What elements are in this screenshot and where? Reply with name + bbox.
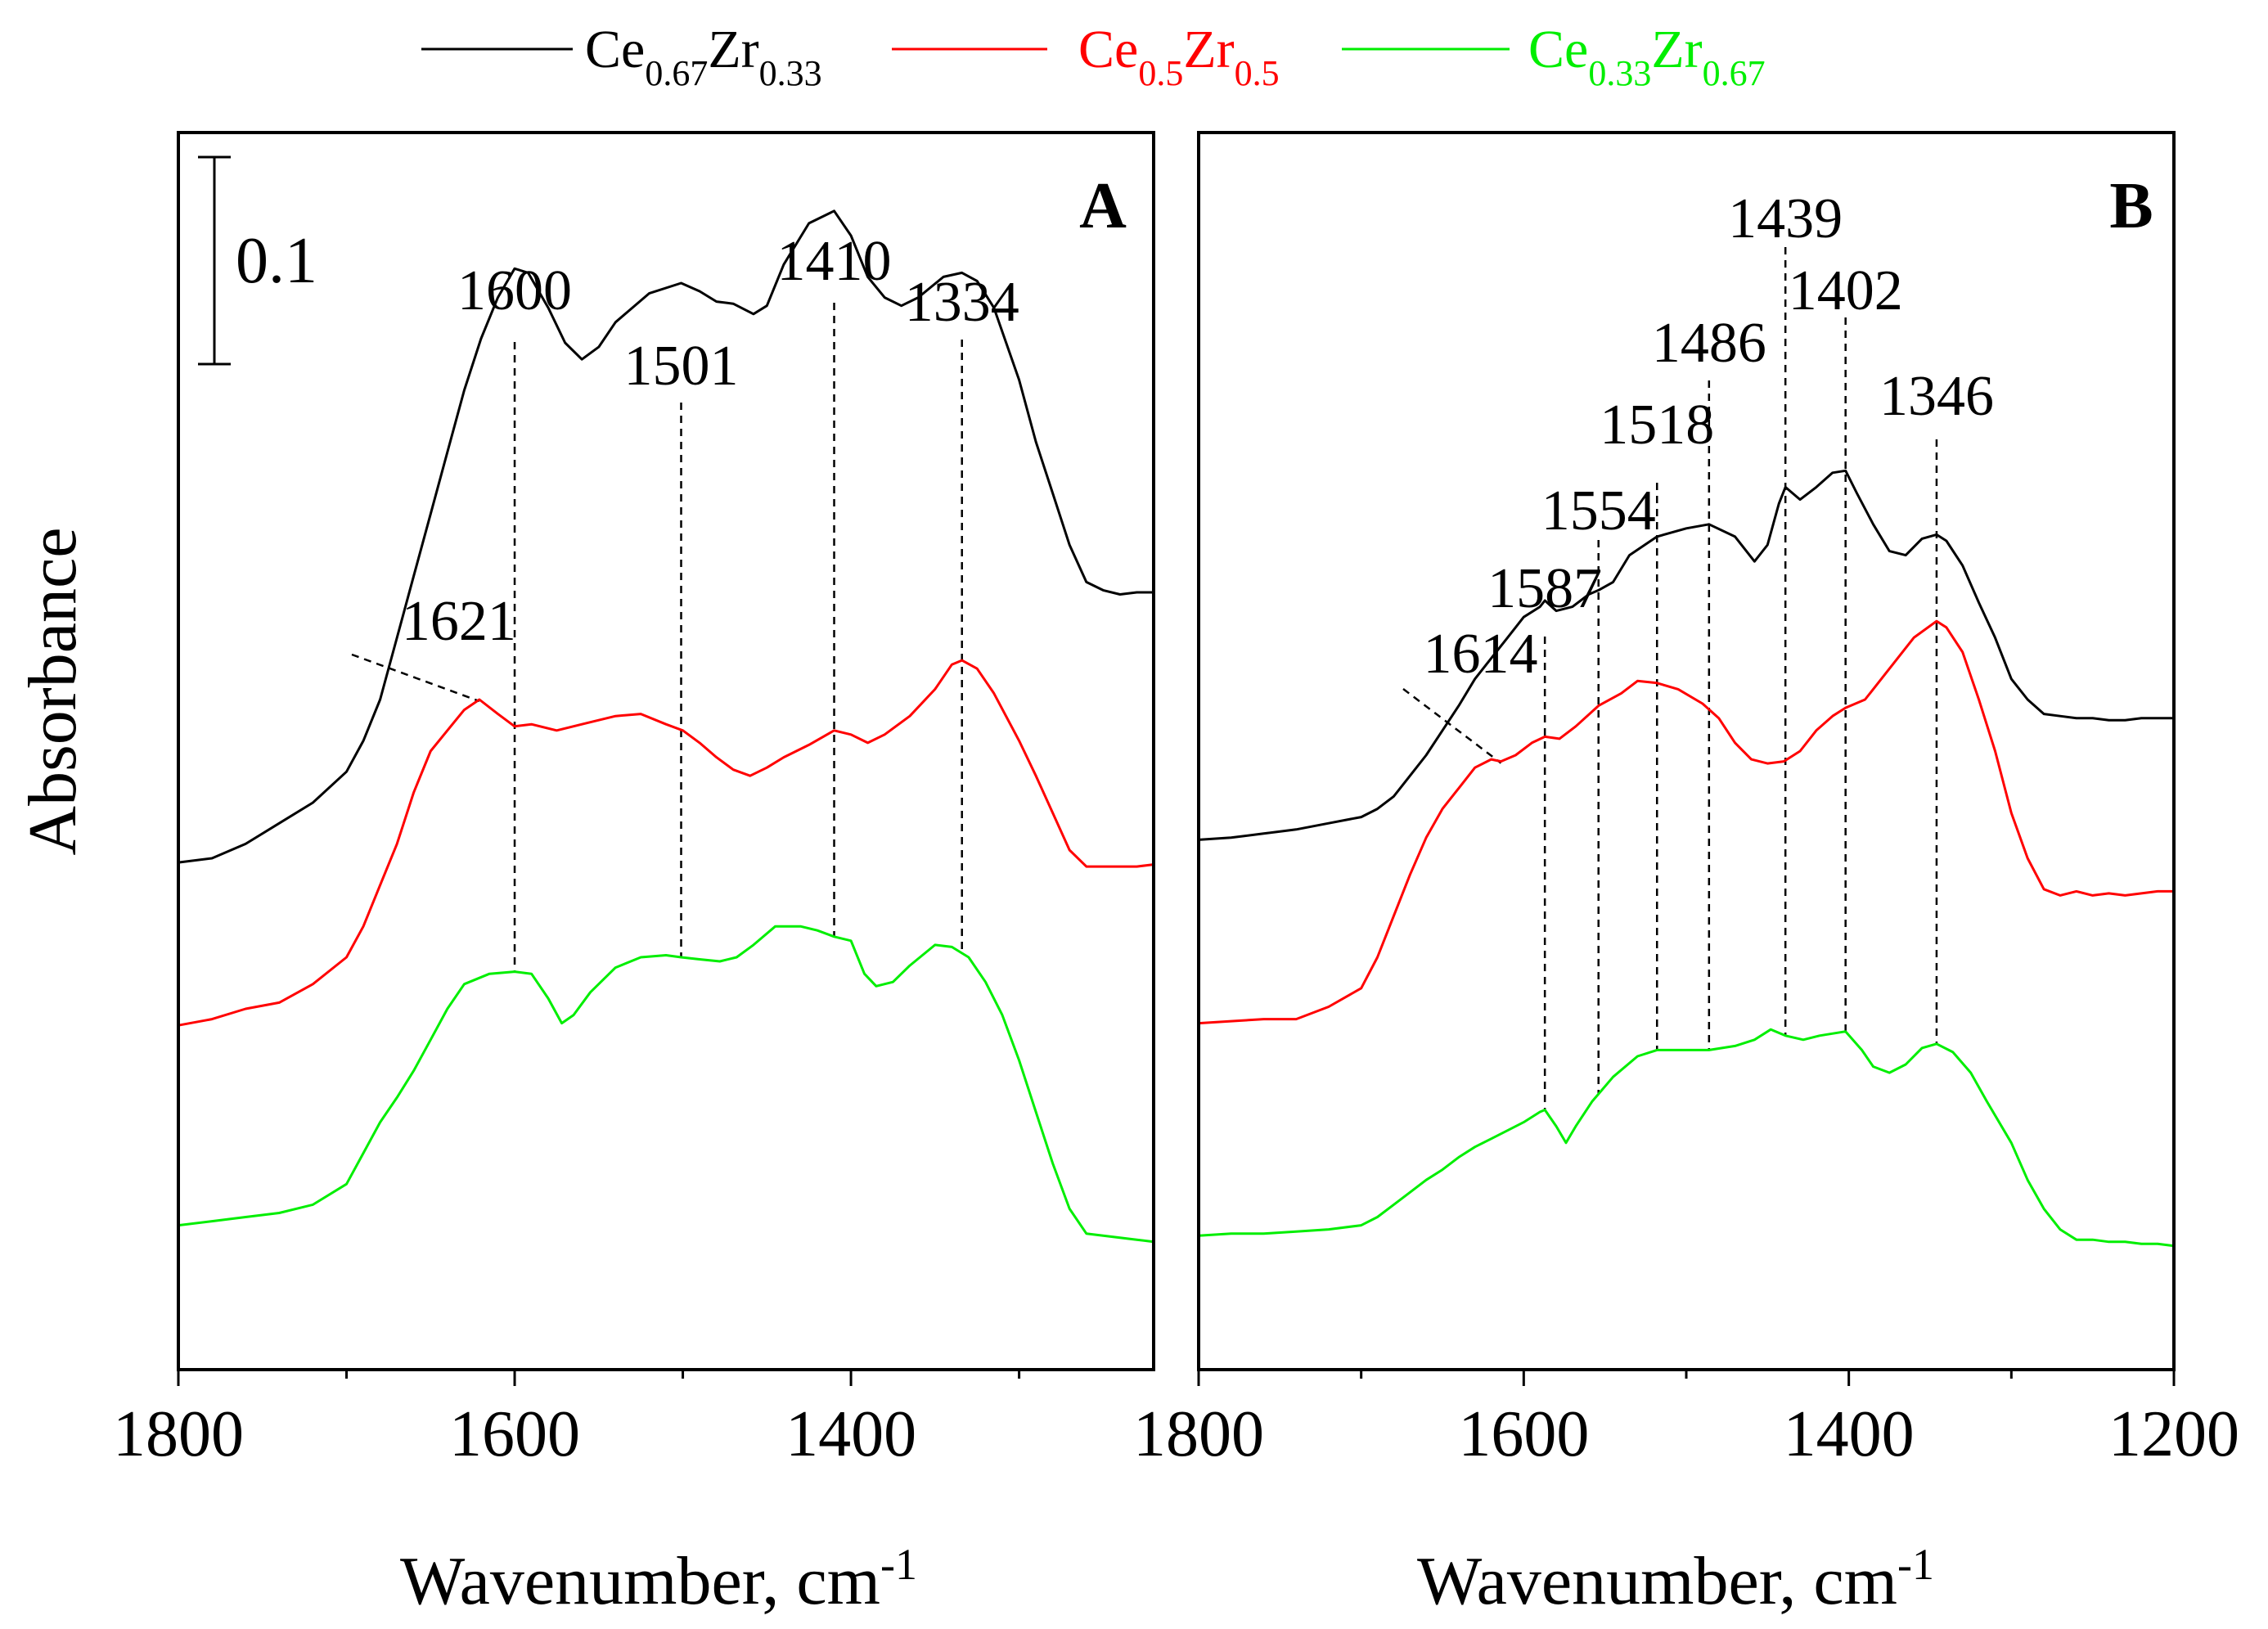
- legend: Ce0.67Zr0.33 Ce0.5Zr0.5 Ce0.33Zr0.67: [421, 20, 1766, 93]
- panel-a-peak-label-1621: 1621: [402, 590, 516, 653]
- legend-entry-3: Ce0.33Zr0.67: [1342, 20, 1766, 93]
- panel-b-peak-label-1518: 1518: [1600, 394, 1714, 457]
- panel-b-peak-line-1614: [1402, 688, 1502, 764]
- panel-b-peak-label-1587: 1587: [1487, 557, 1602, 620]
- panel-b-x-ticks: 1800 1600 1400 1200: [1133, 1370, 2239, 1470]
- panel-a-letter: A: [1079, 170, 1127, 242]
- panel-a-series: [178, 209, 1154, 1244]
- legend-entry-2: Ce0.5Zr0.5: [892, 20, 1280, 93]
- legend-label-3: Ce0.33Zr0.67: [1528, 20, 1766, 93]
- panel-b-peak-label-1439: 1439: [1728, 187, 1843, 250]
- panel-b-letter: B: [2109, 170, 2153, 242]
- panel-b-tick-label-1800: 1800: [1133, 1398, 1264, 1470]
- panel-b-peak-label-1346: 1346: [1879, 365, 1994, 428]
- panel-b-peak-label-1554: 1554: [1541, 479, 1656, 542]
- panel-b-peak-label-1402: 1402: [1789, 259, 1903, 322]
- legend-label-1: Ce0.67Zr0.33: [585, 20, 822, 93]
- panel-b-tick-label-1400: 1400: [1784, 1398, 1915, 1470]
- panel-a-tick-label-1600: 1600: [449, 1398, 580, 1470]
- y-axis-label: Absorbance: [15, 527, 91, 855]
- scale-bar: 0.1: [198, 155, 317, 366]
- panel-a-peak-line-1621: [351, 653, 480, 703]
- panel-b-tick-label-1600: 1600: [1458, 1398, 1589, 1470]
- panel-a-frame: [177, 131, 1155, 1371]
- panel-b-series-2: [1198, 619, 2174, 1025]
- panel-b-tick-label-1200: 1200: [2108, 1398, 2239, 1470]
- panel-b-series-3: [1198, 1028, 2175, 1248]
- panel-b-peak-label-1614: 1614: [1424, 623, 1538, 686]
- panel-a-series-2: [178, 659, 1154, 1027]
- panel-a-series-3: [178, 925, 1154, 1244]
- legend-label-2: Ce0.5Zr0.5: [1078, 20, 1280, 93]
- panel-a-tick-label-1800: 1800: [113, 1398, 244, 1470]
- x-axis-label-a: Wavenumber, cm-1: [400, 1540, 917, 1619]
- panel-b-series: [1198, 469, 2175, 1248]
- legend-entry-1: Ce0.67Zr0.33: [421, 20, 822, 93]
- panel-b-series-1: [1198, 469, 2174, 841]
- panel-b-peak-label-1486: 1486: [1652, 312, 1766, 375]
- panel-a-x-ticks: 1800 1600 1400: [113, 1370, 1021, 1470]
- panel-a-series-1: [178, 209, 1154, 864]
- scale-bar-label: 0.1: [236, 225, 317, 297]
- panel-a-peak-label-1501: 1501: [623, 335, 738, 398]
- panel-a-tick-label-1400: 1400: [785, 1398, 916, 1470]
- panel-a-peak-label-1334: 1334: [905, 271, 1019, 334]
- x-axis-label-b: Wavenumber, cm-1: [1417, 1540, 1934, 1619]
